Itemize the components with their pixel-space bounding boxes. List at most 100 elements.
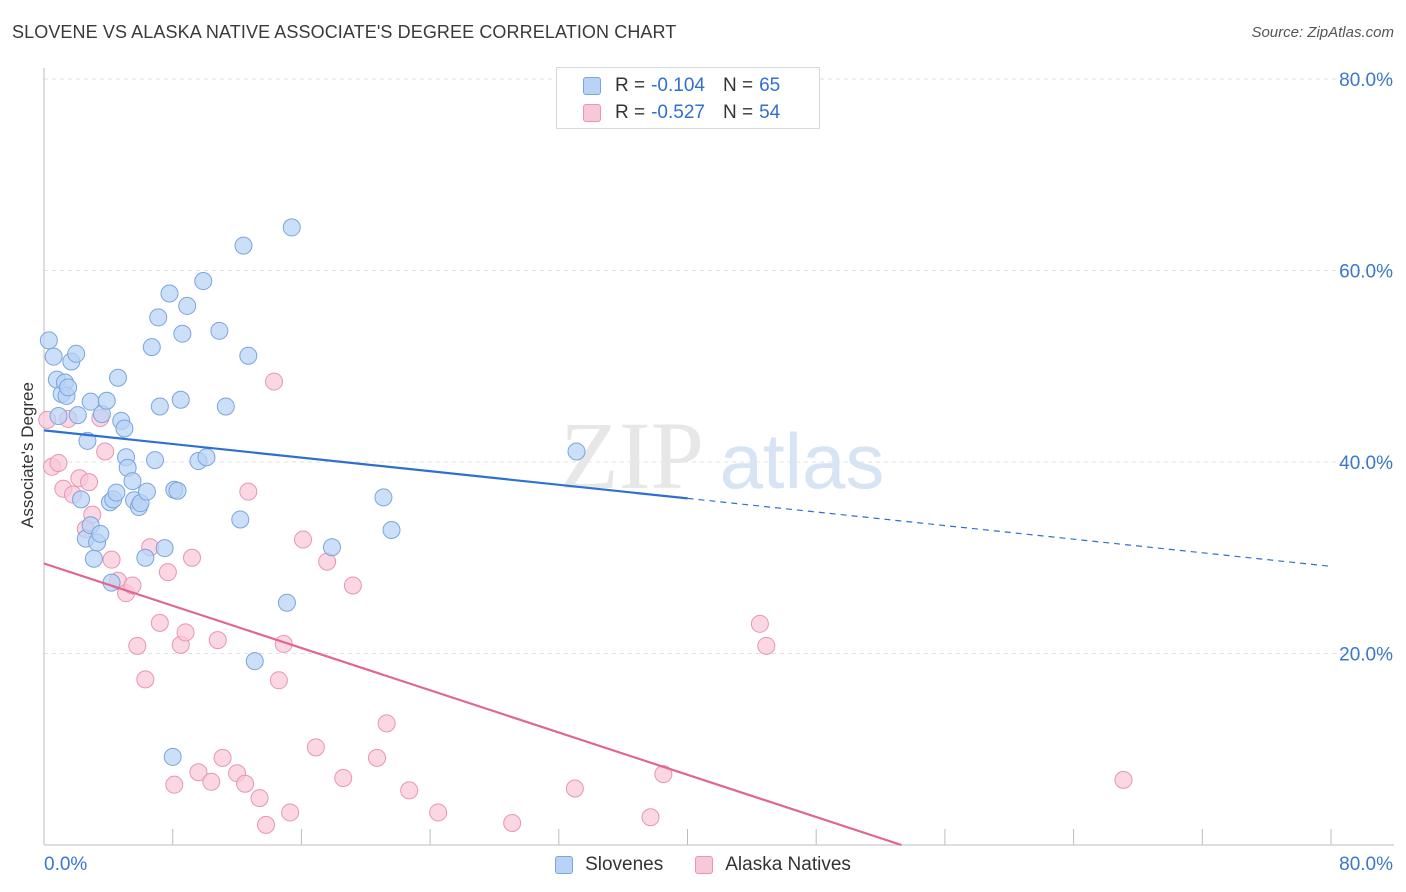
- legend-n-value: 54: [759, 102, 781, 123]
- legend-r-label: R =: [615, 102, 646, 123]
- legend-swatch-alaska-natives: [583, 104, 601, 122]
- slovenes-point: [91, 524, 110, 543]
- alaska-natives-point: [429, 803, 448, 822]
- slovenes-trend-line: [43, 429, 688, 500]
- alaska-natives-point: [654, 765, 673, 784]
- alaska-natives-point: [213, 748, 232, 767]
- slovenes-point: [282, 218, 301, 237]
- alaska-natives-point: [257, 815, 276, 834]
- alaska-natives-point: [294, 530, 313, 549]
- slovenes-point: [178, 296, 197, 315]
- slovenes-point: [150, 397, 169, 416]
- bottom-legend-swatch-alaska-natives: [695, 856, 714, 874]
- legend-swatch-slovenes: [583, 77, 601, 95]
- slovenes-point: [115, 419, 134, 438]
- legend-r-label: R =: [615, 75, 646, 96]
- slovenes-point: [234, 236, 253, 255]
- alaska-natives-point: [265, 372, 284, 391]
- slovenes-point: [44, 347, 63, 366]
- bottom-legend-label-alaska-natives: Alaska Natives: [725, 854, 851, 875]
- slovenes-point: [277, 593, 296, 612]
- alaska-natives-point: [208, 631, 227, 650]
- alaska-natives-point: [757, 636, 776, 655]
- alaska-natives-point: [183, 548, 202, 567]
- slovenes-point: [59, 378, 78, 397]
- chart-title: SLOVENE VS ALASKA NATIVE ASSOCIATE'S DEG…: [12, 22, 677, 42]
- legend-n-label: N =: [722, 75, 754, 96]
- legend-n-value: 65: [759, 75, 781, 96]
- slovenes-point: [197, 448, 216, 467]
- bottom-legend-alaska-natives[interactable]: Alaska Natives: [695, 854, 851, 876]
- alaska-natives-point: [158, 563, 177, 582]
- alaska-natives-point: [269, 671, 288, 690]
- alaska-natives-point: [750, 614, 769, 633]
- alaska-natives-point: [306, 738, 325, 757]
- slovenes-point: [171, 390, 190, 409]
- slovenes-point: [84, 549, 103, 568]
- watermark: ZIP atlas: [560, 402, 884, 509]
- watermark-atlas: atlas: [720, 417, 885, 505]
- slovenes-point: [231, 510, 250, 529]
- slovenes-trend-extension: [687, 497, 1332, 567]
- y-tick-label: 40.0%: [1339, 453, 1393, 474]
- y-axis-label: Associate's Degree: [18, 382, 37, 528]
- slovenes-point: [123, 472, 142, 491]
- legend-n-label: N =: [722, 102, 754, 123]
- slovenes-points: [39, 218, 586, 766]
- slovenes-point: [567, 442, 586, 461]
- alaska-natives-point: [123, 576, 142, 595]
- slovenes-point: [97, 391, 116, 410]
- alaska-natives-point: [176, 623, 195, 642]
- alaska-natives-point: [189, 763, 208, 782]
- slovenes-point: [146, 451, 165, 470]
- alaska-natives-point: [400, 781, 419, 800]
- legend-box: R = -0.104 N = 65 R = -0.527 N = 54: [556, 67, 820, 129]
- slovenes-point: [216, 397, 235, 416]
- x-tick-label-min: 0.0%: [44, 854, 87, 875]
- legend-row-alaska-natives: R = -0.527 N = 54: [583, 100, 780, 126]
- slovenes-point: [173, 324, 192, 343]
- alaska-natives-point: [565, 779, 584, 798]
- alaska-natives-point: [49, 453, 68, 472]
- slovenes-point: [374, 488, 393, 507]
- alaska-natives-point: [136, 670, 155, 689]
- x-tick-label-max: 80.0%: [1339, 854, 1393, 875]
- slovenes-point: [149, 308, 168, 327]
- alaska-natives-point: [80, 473, 99, 492]
- slovenes-point: [168, 481, 187, 500]
- slovenes-point: [107, 483, 126, 502]
- slovenes-point: [137, 482, 156, 501]
- legend-r-value: -0.104: [651, 75, 705, 96]
- alaska-natives-point: [334, 768, 353, 787]
- alaska-natives-point: [150, 613, 169, 632]
- slovenes-point: [49, 407, 68, 426]
- slovenes-point: [78, 431, 97, 450]
- alaska-natives-point: [1114, 770, 1133, 789]
- alaska-natives-point: [343, 576, 362, 595]
- alaska-natives-point: [96, 442, 115, 461]
- alaska-natives-point: [102, 550, 121, 569]
- y-tick-label: 80.0%: [1339, 70, 1393, 91]
- slovenes-point: [239, 346, 258, 365]
- bottom-legend-slovenes[interactable]: Slovenes: [555, 854, 663, 876]
- alaska-natives-point: [239, 482, 258, 501]
- slovenes-point: [142, 338, 161, 357]
- alaska-natives-point: [368, 748, 387, 767]
- slovenes-point: [109, 368, 128, 387]
- slovenes-point: [210, 321, 229, 340]
- slovenes-point: [72, 490, 91, 509]
- alaska-natives-point: [377, 714, 396, 733]
- alaska-natives-trend-line: [43, 562, 902, 847]
- bottom-legend: Slovenes Alaska Natives: [0, 852, 1406, 878]
- tick-labels: 20.0% 40.0% 60.0% 80.0% 0.0% 80.0%: [44, 70, 1393, 875]
- slovenes-point: [322, 538, 341, 557]
- slovenes-point: [155, 539, 174, 558]
- slovenes-point: [67, 344, 86, 363]
- slovenes-point: [245, 652, 264, 671]
- slovenes-point: [382, 520, 401, 539]
- alaska-natives-point: [128, 636, 147, 655]
- y-tick-label: 20.0%: [1339, 645, 1393, 666]
- bottom-legend-label-slovenes: Slovenes: [585, 854, 664, 875]
- slovenes-point: [68, 406, 87, 425]
